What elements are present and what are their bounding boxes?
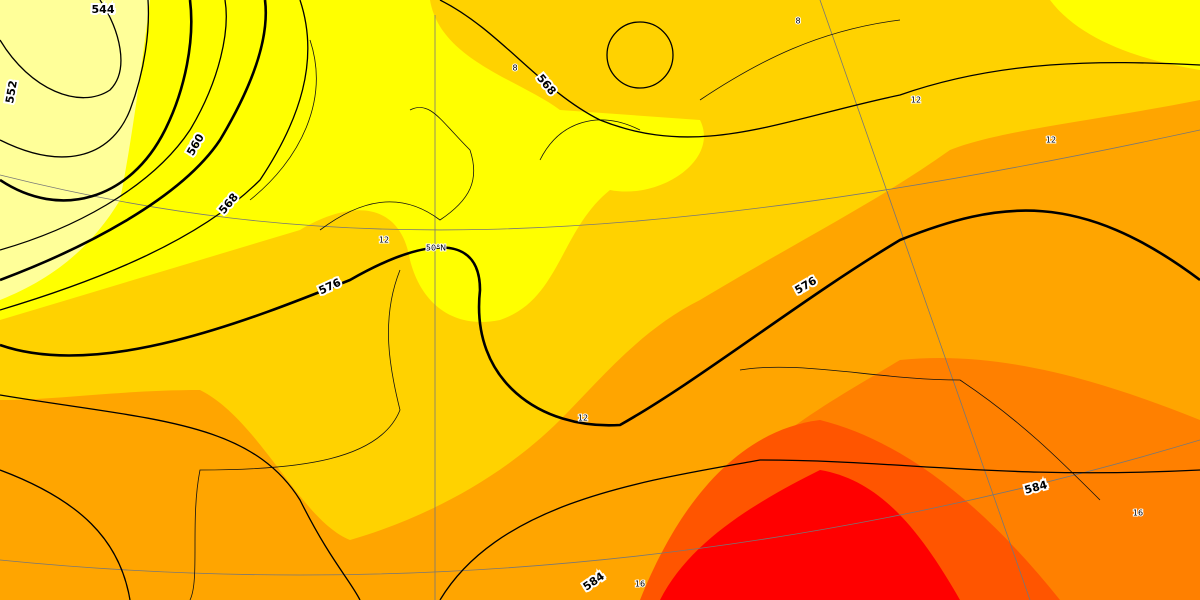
temperature-label: 16 — [1133, 509, 1143, 518]
temperature-label: 8 — [512, 64, 517, 73]
contour-label: 552 — [3, 79, 20, 104]
temperature-label: 12 — [1046, 136, 1056, 145]
temperature-label: 16 — [635, 580, 645, 589]
meridian — [819, 0, 1031, 600]
contour-576 — [0, 209, 1200, 427]
field-yellow-ne — [1050, 0, 1200, 70]
contour — [0, 394, 361, 600]
field-yellow — [0, 0, 704, 322]
latitude-label: 50°N — [426, 244, 446, 253]
field-red — [660, 470, 960, 600]
temperature-label: 12 — [911, 96, 921, 105]
contour-544 — [0, 0, 122, 99]
coastline — [189, 19, 1101, 600]
field-light-yellow — [0, 0, 150, 300]
contour-label: 544 — [92, 3, 115, 16]
parallel — [0, 129, 1200, 231]
contour — [0, 0, 150, 158]
contour — [0, 469, 131, 600]
parallel — [0, 439, 1200, 576]
contour-560 — [0, 0, 268, 282]
contour-552 — [0, 0, 193, 202]
temperature-label: 8 — [795, 17, 800, 26]
contour-568 — [439, 0, 1200, 138]
temperature-label: 12 — [379, 236, 389, 245]
contour-568 — [0, 0, 309, 311]
temperature-label: 12 — [578, 414, 588, 423]
contour — [606, 21, 674, 89]
contour — [0, 0, 227, 251]
contour-584 — [439, 459, 1200, 600]
